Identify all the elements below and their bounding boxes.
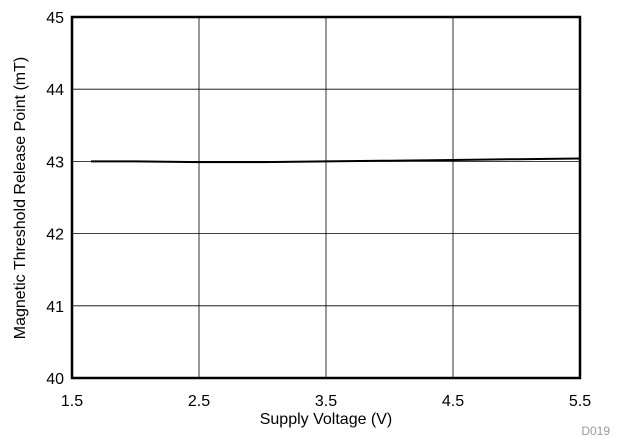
x-tick-label: 4.5 — [442, 393, 464, 410]
x-tick-labels: 1.5 2.5 3.5 4.5 5.5 — [61, 393, 591, 410]
figure-id: D019 — [581, 424, 610, 438]
y-tick-label: 42 — [46, 227, 64, 244]
y-tick-label: 45 — [46, 10, 64, 27]
y-tick-label: 44 — [46, 82, 64, 99]
x-tick-label: 1.5 — [61, 393, 83, 410]
x-tick-label: 2.5 — [188, 393, 210, 410]
grid-lines — [72, 17, 580, 378]
y-tick-label: 40 — [46, 371, 64, 388]
series-lines — [91, 157, 581, 164]
series-line — [91, 157, 581, 164]
y-tick-label: 41 — [46, 299, 64, 316]
y-tick-label: 43 — [46, 154, 64, 171]
plot-frame — [70, 15, 582, 380]
x-tick-label: 5.5 — [569, 393, 591, 410]
x-axis-label: Supply Voltage (V) — [260, 411, 393, 428]
y-axis-label: Magnetic Threshold Release Point (mT) — [12, 57, 29, 340]
y-tick-labels: 40 41 42 43 44 45 — [46, 10, 64, 388]
x-tick-label: 3.5 — [315, 393, 337, 410]
